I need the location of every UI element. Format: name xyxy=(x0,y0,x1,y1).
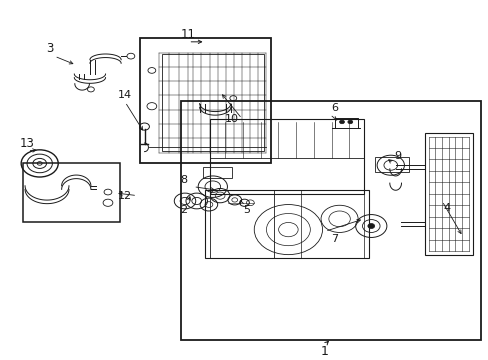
Text: 6: 6 xyxy=(330,103,338,113)
Bar xyxy=(424,133,472,255)
Bar xyxy=(203,167,232,178)
Circle shape xyxy=(367,224,374,229)
Bar xyxy=(181,101,480,341)
Text: 8: 8 xyxy=(180,175,187,185)
Text: 1: 1 xyxy=(320,345,328,358)
Bar xyxy=(300,190,363,258)
Text: 4: 4 xyxy=(443,203,449,213)
Text: 2: 2 xyxy=(180,205,187,215)
Text: 11: 11 xyxy=(181,28,196,41)
Text: 5: 5 xyxy=(243,205,250,215)
Bar xyxy=(205,190,368,258)
Text: 12: 12 xyxy=(118,190,132,201)
Bar xyxy=(210,190,273,258)
Bar xyxy=(140,38,271,163)
Bar xyxy=(161,54,264,151)
Text: 9: 9 xyxy=(394,151,401,161)
Circle shape xyxy=(339,120,344,124)
Circle shape xyxy=(347,120,352,124)
Text: 14: 14 xyxy=(118,90,132,100)
Bar xyxy=(210,119,363,194)
Text: 13: 13 xyxy=(20,137,35,150)
Bar xyxy=(22,163,120,222)
Bar xyxy=(374,157,408,172)
Text: 3: 3 xyxy=(46,42,53,55)
Text: 10: 10 xyxy=(225,114,239,124)
Text: 7: 7 xyxy=(330,234,338,243)
